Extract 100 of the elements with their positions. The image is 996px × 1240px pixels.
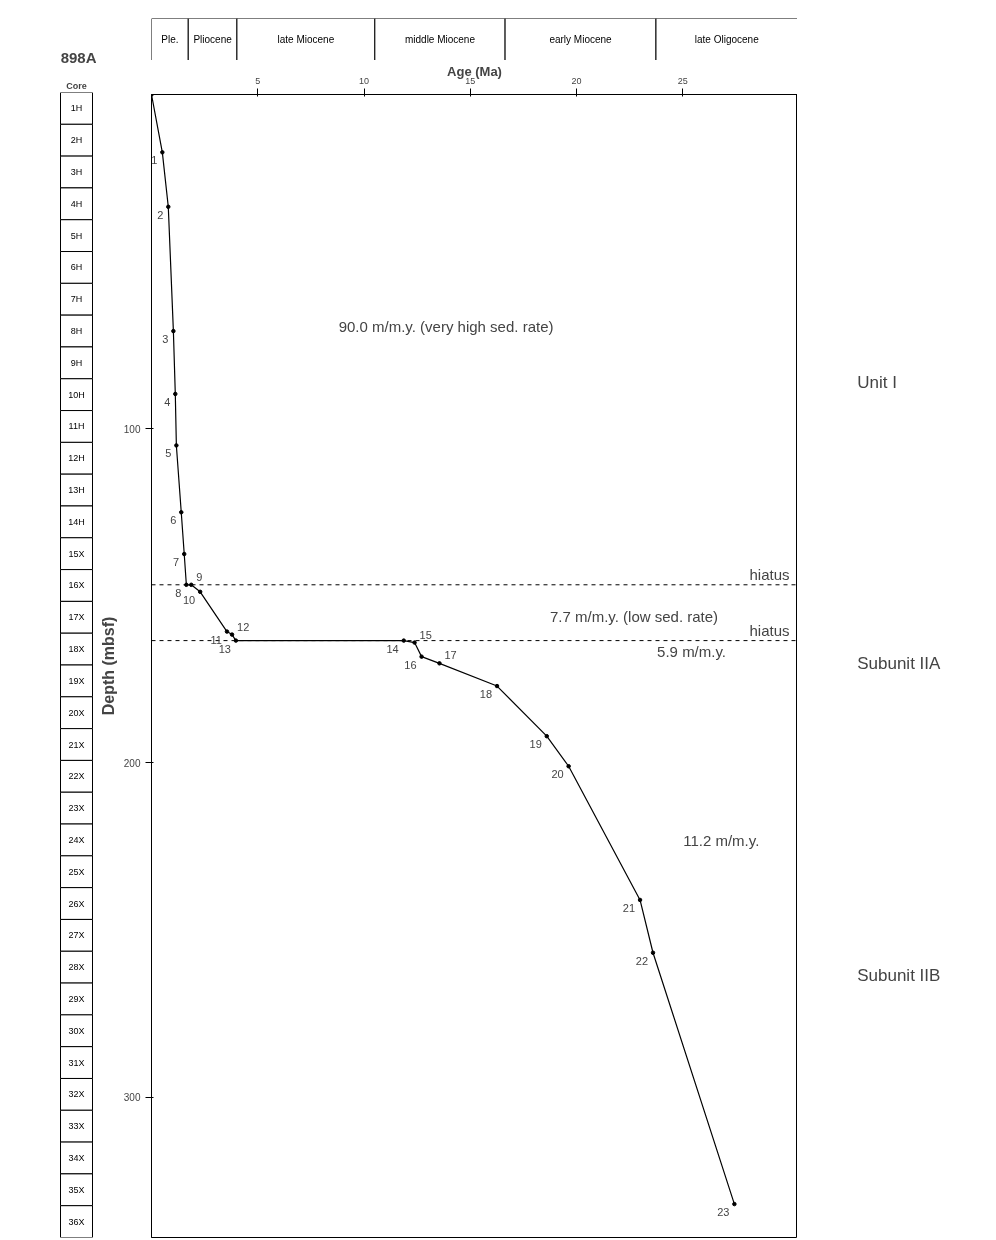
x-tick-label: 25 (677, 75, 688, 86)
annotation: 17 (444, 649, 457, 662)
point (188, 582, 194, 588)
series-label: 18X (68, 644, 85, 655)
annotation: 7 (173, 556, 180, 569)
x-axis-title: Core (66, 80, 87, 91)
y-tick-label: 300 (123, 1092, 141, 1104)
annotation: 23 (717, 1206, 730, 1219)
series-label: 25X (68, 866, 85, 877)
series-label: middle Miocene (404, 34, 476, 45)
annotation: 4 (164, 395, 171, 408)
text: Subunit IIB (857, 965, 941, 985)
annotation: 2 (157, 208, 164, 221)
y-tick-label: 200 (123, 757, 141, 769)
text: Subunit IIA (857, 654, 942, 674)
series-label: late Oligocene (694, 34, 760, 45)
annotation: 7.7 m/m.y. (low sed. rate) (550, 608, 719, 626)
annotation: 21 (622, 901, 636, 914)
series-label: 17X (68, 612, 85, 623)
annotation: 14 (386, 642, 399, 655)
annotation: 1 (151, 154, 158, 167)
series-label: 35X (68, 1184, 85, 1195)
series-label: 21X (68, 739, 85, 750)
annotation: 6 (170, 514, 177, 527)
point (197, 589, 203, 595)
series-label: 3H (70, 167, 83, 178)
annotation: 5.9 m/m.y. (657, 642, 727, 660)
series-label: 1H (70, 103, 83, 114)
series-label: 15X (68, 548, 85, 559)
series-label: 32X (68, 1089, 85, 1100)
annotation: 11.2 m/m.y. (683, 832, 760, 850)
point (179, 510, 184, 515)
series-label: 9H (70, 357, 83, 368)
point (171, 328, 176, 334)
series-label: late Miocene (277, 34, 335, 45)
point (184, 582, 189, 588)
point (732, 1201, 737, 1207)
series-label: 2H (70, 135, 83, 146)
series-label: 20X (68, 707, 85, 718)
series-label: 11H (68, 421, 85, 432)
y-axis-title: Depth (mbsf) (99, 616, 117, 716)
text: Unit I (857, 372, 897, 392)
annotation: 16 (404, 658, 417, 671)
annotation: 9 (196, 570, 203, 583)
annotation: 22 (635, 954, 649, 967)
annotation: 20 (551, 768, 564, 781)
ref-line-label: hiatus (749, 621, 790, 639)
annotation: 3 (162, 333, 169, 346)
annotation: 5 (165, 447, 172, 460)
point (229, 632, 235, 637)
point (437, 661, 442, 666)
series-label: 10H (68, 389, 85, 400)
point (544, 733, 549, 739)
point (650, 950, 656, 955)
series-label: 36X (68, 1216, 85, 1227)
series-label: 23X (68, 803, 85, 814)
annotation: 10 (182, 593, 196, 606)
series-label: 4H (70, 198, 83, 209)
series-label: 30X (68, 1025, 85, 1036)
point (160, 150, 165, 155)
annotation: 18 (479, 688, 493, 701)
series-label: 34X (68, 1152, 85, 1163)
x-tick-label: 10 (358, 75, 370, 86)
point (401, 638, 406, 643)
series-label: 26X (68, 898, 85, 909)
series-label: 6H (70, 262, 83, 273)
series-label: 5H (70, 230, 83, 241)
point (174, 443, 179, 448)
point (224, 629, 230, 634)
series-label: 28X (68, 962, 85, 973)
annotation: 8 (175, 586, 182, 599)
ref-line-label: hiatus (749, 565, 790, 583)
annotation: 90.0 m/m.y. (very high sed. rate) (338, 318, 554, 336)
point (166, 204, 171, 210)
series-label: 33X (68, 1121, 85, 1132)
series-label: 7H (70, 294, 83, 305)
point (233, 638, 239, 643)
series-label: 27X (68, 930, 85, 941)
series-label: 8H (70, 326, 83, 337)
series-label: Ple. (161, 34, 179, 45)
annotation: 15 (419, 628, 432, 641)
y-tick-label: 100 (123, 423, 141, 435)
series-label: 29X (68, 993, 85, 1004)
annotation: 19 (529, 738, 542, 751)
annotation: 12 (237, 620, 250, 633)
x-tick-label: 5 (255, 75, 261, 86)
point (494, 683, 500, 689)
series-label: 22X (68, 771, 85, 782)
point (419, 654, 424, 659)
point (637, 897, 643, 903)
chart-title: 898A (60, 48, 97, 66)
series-label: 31X (68, 1057, 85, 1068)
series-label: 24X (68, 834, 85, 845)
series-label: 14H (68, 516, 85, 527)
series-label: 19X (68, 675, 85, 686)
series-label: Pliocene (193, 34, 233, 45)
series-label: 16X (68, 580, 85, 591)
x-tick-label: 20 (571, 75, 582, 86)
point (173, 391, 178, 397)
series-label: early Miocene (549, 34, 613, 45)
